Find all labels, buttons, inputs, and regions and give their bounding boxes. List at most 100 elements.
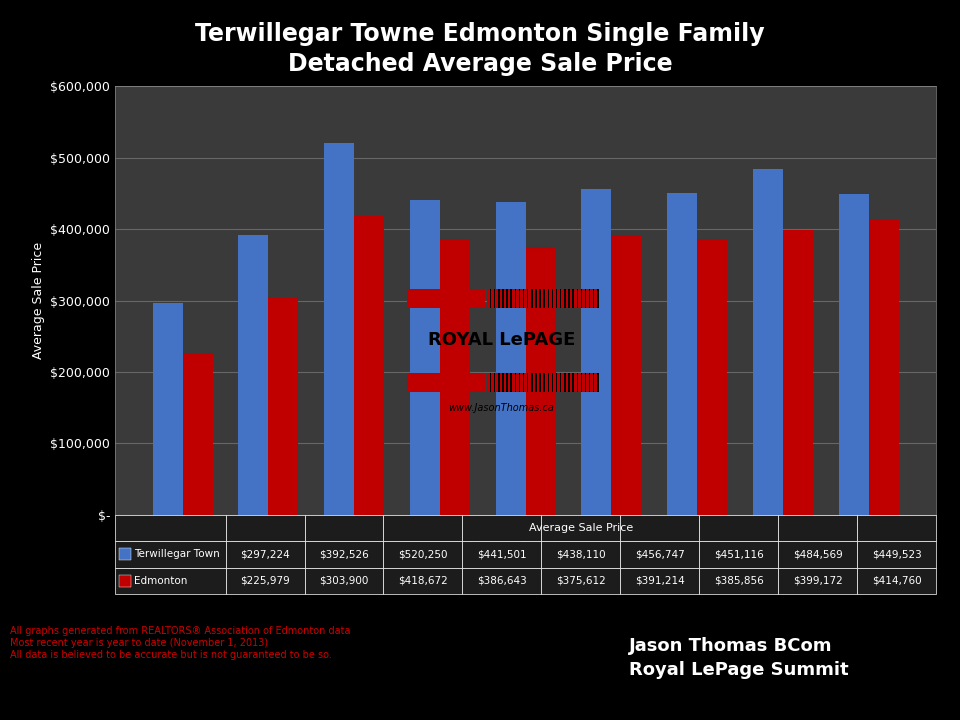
Bar [543,289,545,308]
Bar [528,289,531,308]
Bar [549,373,552,392]
Text: ROYAL LePAGE: ROYAL LePAGE [428,331,575,349]
Bar [515,289,516,308]
Bar [516,289,518,308]
Bar [585,373,587,392]
Bar [560,373,562,392]
Bar [518,289,520,308]
Bar [574,373,577,392]
Bar [553,373,556,392]
Text: $418,672: $418,672 [398,576,447,586]
Bar [527,373,528,392]
Text: $451,116: $451,116 [714,549,763,559]
Bar [549,289,552,308]
Bar [547,373,549,392]
Bar [238,235,268,515]
Bar [502,289,504,308]
Bar [494,289,495,308]
Bar [568,289,569,308]
Bar [667,193,697,515]
Text: $385,856: $385,856 [714,576,763,586]
Bar [495,202,525,515]
Bar [593,289,594,308]
Bar [490,289,492,308]
Bar [697,239,727,515]
Text: $386,643: $386,643 [477,576,527,586]
Bar [490,373,492,392]
Bar [498,289,499,308]
Text: $484,569: $484,569 [793,549,843,559]
Bar [553,289,556,308]
Bar [545,373,547,392]
Text: $414,760: $414,760 [872,576,922,586]
Text: www.JasonThomas.ca: www.JasonThomas.ca [448,402,555,413]
Text: Edmonton: Edmonton [134,576,188,586]
Bar [487,289,490,308]
Bar [531,373,533,392]
Bar [565,289,568,308]
Text: $392,526: $392,526 [319,549,369,559]
Bar [502,373,504,392]
Bar [540,289,543,308]
Bar [499,373,502,392]
Bar [268,298,299,515]
Bar [581,289,582,308]
Bar [506,289,508,308]
Bar [581,373,582,392]
Bar [839,194,869,515]
Bar [577,289,578,308]
Bar [524,289,527,308]
Bar [612,235,641,515]
Bar [506,373,508,392]
Text: $225,979: $225,979 [240,576,290,586]
Bar [533,373,536,392]
Bar [511,373,512,392]
Bar [527,289,528,308]
Bar [508,289,511,308]
Bar [594,289,597,308]
Text: $399,172: $399,172 [793,576,843,586]
Bar [582,289,585,308]
Bar [407,289,485,308]
Bar [556,289,558,308]
Bar [495,373,498,392]
Text: Jason Thomas BCom
Royal LePage Summit: Jason Thomas BCom Royal LePage Summit [629,637,849,679]
Bar [524,373,527,392]
Bar [153,302,182,515]
Bar [569,289,572,308]
Bar [523,373,524,392]
Bar [512,289,515,308]
Bar [324,143,354,515]
Bar [753,168,783,515]
Bar [578,373,581,392]
Bar [588,289,590,308]
Bar [516,373,518,392]
Bar [572,373,574,392]
Text: $449,523: $449,523 [872,549,922,559]
Text: $375,612: $375,612 [556,576,606,586]
Bar [562,373,564,392]
Bar [597,373,599,392]
Text: Terwillegar Town: Terwillegar Town [134,549,220,559]
Bar [520,289,523,308]
Bar [440,239,469,515]
Bar [590,373,593,392]
Bar [499,289,502,308]
Text: $303,900: $303,900 [320,576,369,586]
Bar [536,373,537,392]
Bar [182,354,212,515]
Bar [537,289,540,308]
Bar [552,373,553,392]
Text: Average Sale Price: Average Sale Price [529,523,633,533]
Text: $438,110: $438,110 [556,549,606,559]
Bar [783,230,813,515]
Text: $391,214: $391,214 [635,576,684,586]
Bar [594,373,597,392]
Bar [572,289,574,308]
Bar [565,373,568,392]
Bar [537,373,540,392]
Bar [523,289,524,308]
Bar [568,373,569,392]
Bar [494,373,495,392]
Bar [515,373,516,392]
